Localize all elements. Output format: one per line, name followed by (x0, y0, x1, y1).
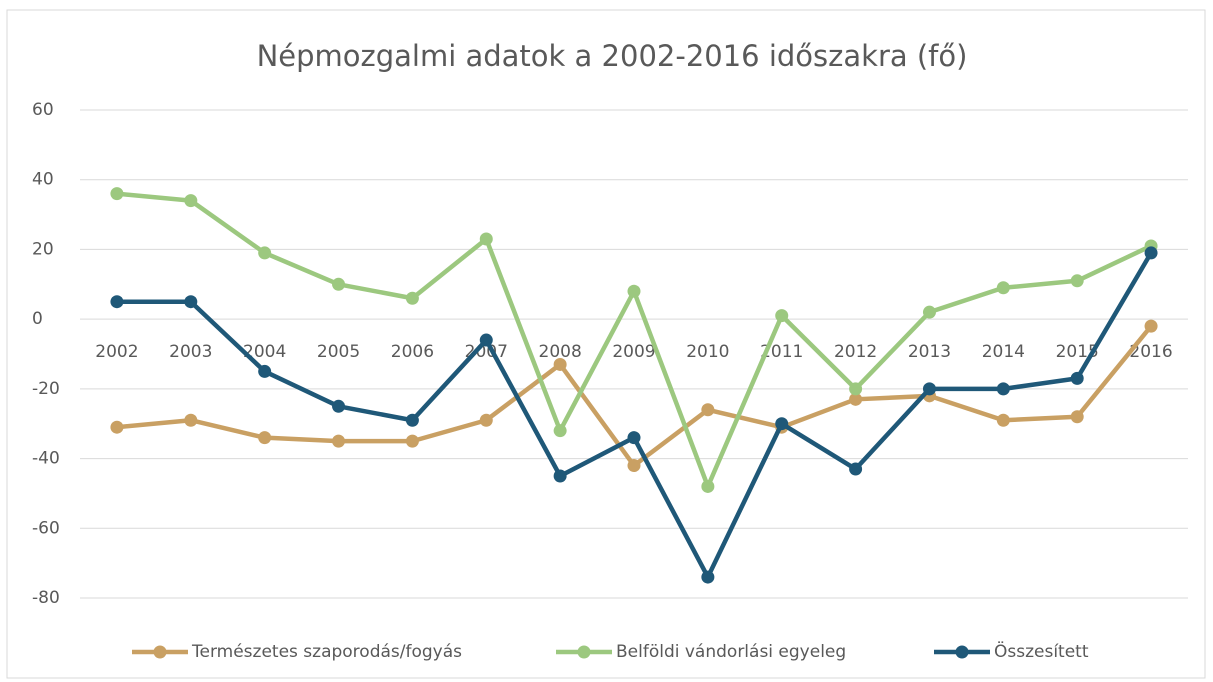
legend-label: Belföldi vándorlási egyeleg (616, 642, 846, 662)
legend-label: Természetes szaporodás/fogyás (191, 642, 462, 662)
data-point (775, 417, 789, 431)
data-point (332, 399, 346, 413)
y-tick-label: -20 (32, 379, 60, 399)
data-point (701, 479, 715, 493)
chart-title: Népmozgalmi adatok a 2002-2016 időszakra… (257, 39, 968, 73)
data-point (1144, 246, 1158, 260)
y-tick-label: 0 (32, 309, 43, 329)
data-point (332, 277, 346, 291)
data-point (849, 462, 863, 476)
data-point (110, 187, 124, 201)
legend-label: Összesített (994, 640, 1089, 662)
data-point (258, 246, 272, 260)
legend-marker (955, 645, 969, 659)
y-tick-label: -60 (32, 518, 60, 538)
data-point (553, 469, 567, 483)
data-point (996, 281, 1010, 295)
x-tick-label: 2011 (760, 342, 803, 362)
x-tick-label: 2012 (834, 342, 877, 362)
x-tick-label: 2016 (1129, 342, 1172, 362)
data-point (553, 357, 567, 371)
data-point (1070, 410, 1084, 424)
data-point (922, 382, 936, 396)
data-point (775, 309, 789, 323)
legend-marker (153, 645, 167, 659)
data-point (627, 459, 641, 473)
x-tick-label: 2006 (391, 342, 434, 362)
data-point (479, 232, 493, 246)
data-point (184, 194, 198, 208)
data-point (184, 295, 198, 309)
data-point (258, 364, 272, 378)
data-point (922, 305, 936, 319)
data-point (405, 434, 419, 448)
data-point (627, 284, 641, 298)
x-tick-label: 2008 (539, 342, 582, 362)
y-tick-label: 20 (32, 239, 54, 259)
data-point (1070, 274, 1084, 288)
data-point (1144, 319, 1158, 333)
data-point (553, 424, 567, 438)
x-tick-label: 2004 (243, 342, 286, 362)
y-tick-label: 40 (32, 170, 54, 190)
data-point (627, 431, 641, 445)
legend-marker (577, 645, 591, 659)
data-point (701, 570, 715, 584)
data-point (405, 291, 419, 305)
data-point (479, 413, 493, 427)
data-point (996, 382, 1010, 396)
x-tick-label: 2014 (982, 342, 1025, 362)
data-point (996, 413, 1010, 427)
x-tick-label: 2013 (908, 342, 951, 362)
data-point (849, 382, 863, 396)
y-tick-label: -40 (32, 449, 60, 469)
data-point (110, 295, 124, 309)
x-tick-label: 2005 (317, 342, 360, 362)
data-point (479, 333, 493, 347)
x-tick-label: 2009 (612, 342, 655, 362)
data-point (701, 403, 715, 417)
data-point (184, 413, 198, 427)
x-tick-label: 2002 (95, 342, 138, 362)
y-tick-label: 60 (32, 100, 54, 120)
data-point (332, 434, 346, 448)
x-tick-label: 2003 (169, 342, 212, 362)
data-point (110, 420, 124, 434)
data-point (258, 431, 272, 445)
data-point (405, 413, 419, 427)
data-point (1070, 371, 1084, 385)
data-point (849, 392, 863, 406)
x-tick-label: 2010 (686, 342, 729, 362)
y-tick-label: -80 (32, 588, 60, 608)
